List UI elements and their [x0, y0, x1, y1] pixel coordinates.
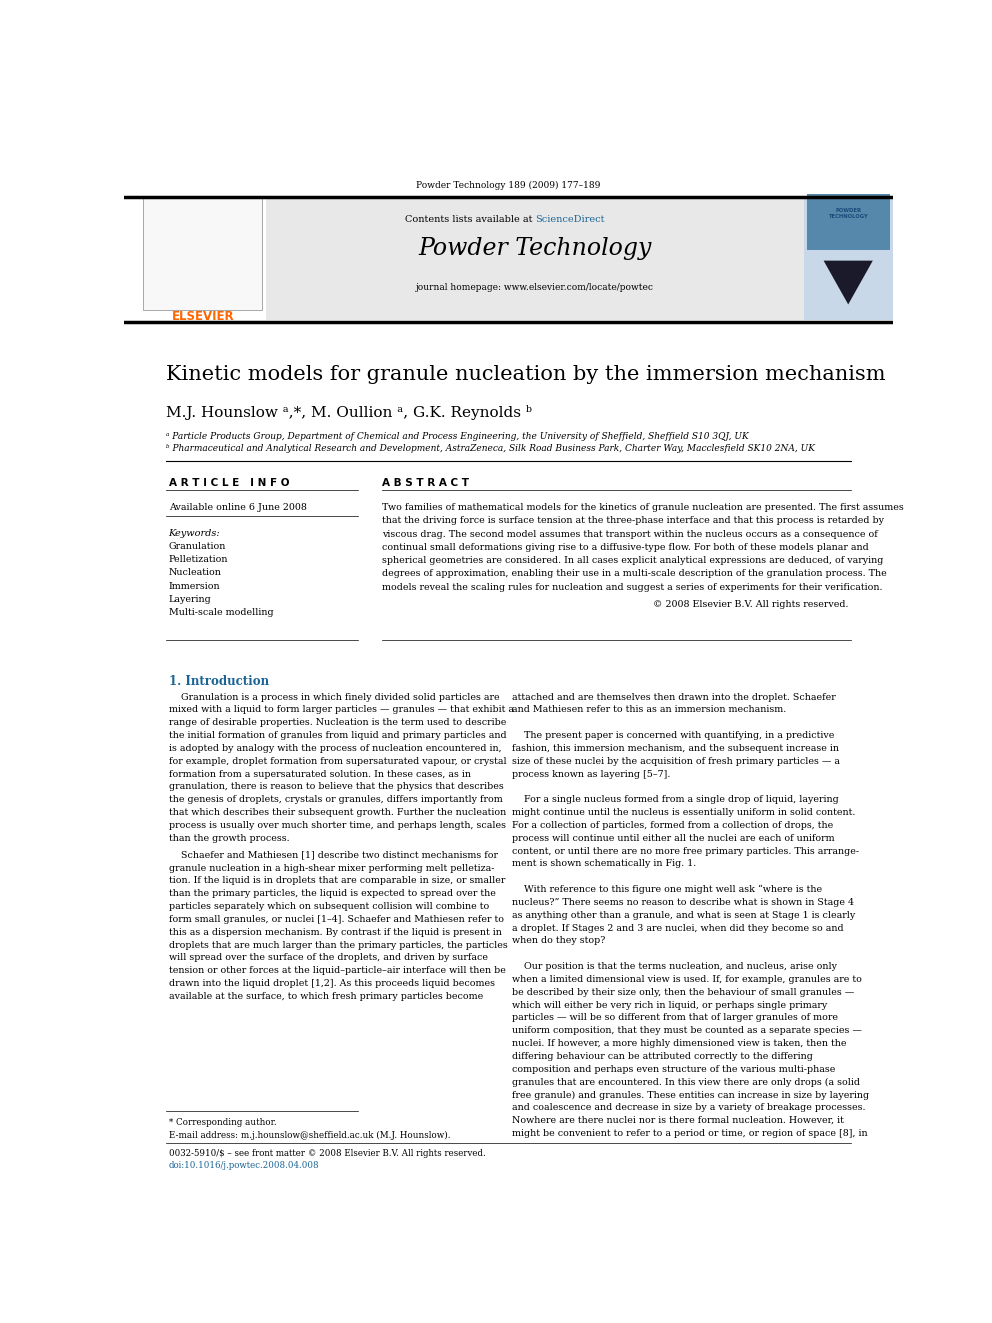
Text: doi:10.1016/j.powtec.2008.04.008: doi:10.1016/j.powtec.2008.04.008 [169, 1162, 319, 1170]
Text: Pelletization: Pelletization [169, 556, 228, 564]
Text: composition and perhaps even structure of the various multi-phase: composition and perhaps even structure o… [512, 1065, 835, 1074]
Text: A B S T R A C T: A B S T R A C T [382, 478, 468, 488]
Text: POWDER
TECHNOLOGY: POWDER TECHNOLOGY [828, 208, 868, 218]
Text: might continue until the nucleus is essentially uniform in solid content.: might continue until the nucleus is esse… [512, 808, 856, 818]
Text: A R T I C L E   I N F O: A R T I C L E I N F O [169, 478, 289, 488]
Text: granulation, there is reason to believe that the physics that describes: granulation, there is reason to believe … [169, 782, 503, 791]
Text: formation from a supersaturated solution. In these cases, as in: formation from a supersaturated solution… [169, 770, 470, 778]
Text: Our position is that the terms nucleation, and nucleus, arise only: Our position is that the terms nucleatio… [512, 962, 837, 971]
Text: that the driving force is surface tension at the three-phase interface and that : that the driving force is surface tensio… [382, 516, 884, 525]
Text: The present paper is concerned with quantifying, in a predictive: The present paper is concerned with quan… [512, 732, 834, 740]
Text: particles separately which on subsequent collision will combine to: particles separately which on subsequent… [169, 902, 489, 912]
Text: nucleus?” There seems no reason to describe what is shown in Stage 4: nucleus?” There seems no reason to descr… [512, 898, 854, 908]
Text: ELSEVIER: ELSEVIER [172, 310, 234, 323]
Text: viscous drag. The second model assumes that transport within the nucleus occurs : viscous drag. The second model assumes t… [382, 529, 877, 538]
Text: Layering: Layering [169, 595, 211, 603]
Text: for example, droplet formation from supersaturated vapour, or crystal: for example, droplet formation from supe… [169, 757, 506, 766]
FancyBboxPatch shape [806, 194, 891, 250]
Text: Two families of mathematical models for the kinetics of granule nucleation are p: Two families of mathematical models for … [382, 503, 904, 512]
Text: Multi-scale modelling: Multi-scale modelling [169, 609, 273, 617]
Text: form small granules, or nuclei [1–4]. Schaefer and Mathiesen refer to: form small granules, or nuclei [1–4]. Sc… [169, 914, 504, 923]
Text: Granulation is a process in which finely divided solid particles are: Granulation is a process in which finely… [169, 692, 499, 701]
Text: uniform composition, that they must be counted as a separate species —: uniform composition, that they must be c… [512, 1027, 862, 1036]
Text: E-mail address: m.j.hounslow@sheffield.ac.uk (M.J. Hounslow).: E-mail address: m.j.hounslow@sheffield.a… [169, 1131, 450, 1139]
Text: Contents lists available at: Contents lists available at [405, 214, 536, 224]
Text: ScienceDirect: ScienceDirect [536, 214, 605, 224]
Text: degrees of approximation, enabling their use in a multi-scale description of the: degrees of approximation, enabling their… [382, 569, 886, 578]
Text: range of desirable properties. Nucleation is the term used to describe: range of desirable properties. Nucleatio… [169, 718, 506, 728]
Text: tension or other forces at the liquid–particle–air interface will then be: tension or other forces at the liquid–pa… [169, 966, 506, 975]
Text: might be convenient to refer to a period or time, or region of space [8], in: might be convenient to refer to a period… [512, 1129, 868, 1138]
Text: Granulation: Granulation [169, 542, 226, 550]
Text: Nowhere are there nuclei nor is there formal nucleation. However, it: Nowhere are there nuclei nor is there fo… [512, 1117, 844, 1125]
Text: process known as layering [5–7].: process known as layering [5–7]. [512, 770, 671, 778]
Text: fashion, this immersion mechanism, and the subsequent increase in: fashion, this immersion mechanism, and t… [512, 744, 839, 753]
Text: Nucleation: Nucleation [169, 569, 221, 577]
Text: 1. Introduction: 1. Introduction [169, 675, 269, 688]
Text: be described by their size only, then the behaviour of small granules —: be described by their size only, then th… [512, 988, 854, 996]
Text: process will continue until either all the nuclei are each of uniform: process will continue until either all t… [512, 833, 835, 843]
Text: ᵇ Pharmaceutical and Analytical Research and Development, AstraZeneca, Silk Road: ᵇ Pharmaceutical and Analytical Research… [167, 445, 815, 452]
Text: granule nucleation in a high-shear mixer performing melt pelletiza-: granule nucleation in a high-shear mixer… [169, 864, 494, 872]
Text: Powder Technology 189 (2009) 177–189: Powder Technology 189 (2009) 177–189 [417, 181, 600, 191]
Text: ᵃ Particle Products Group, Department of Chemical and Process Engineering, the U: ᵃ Particle Products Group, Department of… [167, 431, 749, 441]
Text: 0032-5910/$ – see front matter © 2008 Elsevier B.V. All rights reserved.: 0032-5910/$ – see front matter © 2008 El… [169, 1148, 485, 1158]
Text: will spread over the surface of the droplets, and driven by surface: will spread over the surface of the drop… [169, 954, 488, 962]
Text: content, or until there are no more free primary particles. This arrange-: content, or until there are no more free… [512, 847, 859, 856]
Text: Keywords:: Keywords: [169, 529, 220, 537]
Text: journal homepage: www.elsevier.com/locate/powtec: journal homepage: www.elsevier.com/locat… [417, 283, 655, 292]
Text: spherical geometries are considered. In all cases explicit analytical expression: spherical geometries are considered. In … [382, 556, 883, 565]
Text: For a single nucleus formed from a single drop of liquid, layering: For a single nucleus formed from a singl… [512, 795, 839, 804]
Text: than the growth process.: than the growth process. [169, 833, 290, 843]
Text: Available online 6 June 2008: Available online 6 June 2008 [169, 503, 307, 512]
Text: free granule) and granules. These entities can increase in size by layering: free granule) and granules. These entiti… [512, 1090, 869, 1099]
Text: For a collection of particles, formed from a collection of drops, the: For a collection of particles, formed fr… [512, 820, 833, 830]
Polygon shape [823, 261, 873, 304]
Text: and coalescence and decrease in size by a variety of breakage processes.: and coalescence and decrease in size by … [512, 1103, 866, 1113]
Text: a droplet. If Stages 2 and 3 are nuclei, when did they become so and: a droplet. If Stages 2 and 3 are nuclei,… [512, 923, 844, 933]
Text: nuclei. If however, a more highly dimensioned view is taken, then the: nuclei. If however, a more highly dimens… [512, 1039, 847, 1048]
Text: * Corresponding author.: * Corresponding author. [169, 1118, 276, 1127]
Text: that which describes their subsequent growth. Further the nucleation: that which describes their subsequent gr… [169, 808, 506, 818]
Text: attached and are themselves then drawn into the droplet. Schaefer: attached and are themselves then drawn i… [512, 692, 836, 701]
Text: With reference to this figure one might well ask “where is the: With reference to this figure one might … [512, 885, 822, 894]
Text: and Mathiesen refer to this as an immersion mechanism.: and Mathiesen refer to this as an immers… [512, 705, 787, 714]
FancyBboxPatch shape [805, 197, 893, 320]
Text: is adopted by analogy with the process of nucleation encountered in,: is adopted by analogy with the process o… [169, 744, 501, 753]
Text: particles — will be so different from that of larger granules of more: particles — will be so different from th… [512, 1013, 838, 1023]
Text: models reveal the scaling rules for nucleation and suggest a series of experimen: models reveal the scaling rules for nucl… [382, 582, 882, 591]
Text: than the primary particles, the liquid is expected to spread over the: than the primary particles, the liquid i… [169, 889, 495, 898]
Text: M.J. Hounslow ᵃ,*, M. Oullion ᵃ, G.K. Reynolds ᵇ: M.J. Hounslow ᵃ,*, M. Oullion ᵃ, G.K. Re… [167, 405, 533, 421]
Text: drawn into the liquid droplet [1,2]. As this proceeds liquid becomes: drawn into the liquid droplet [1,2]. As … [169, 979, 495, 988]
Text: © 2008 Elsevier B.V. All rights reserved.: © 2008 Elsevier B.V. All rights reserved… [653, 599, 848, 609]
Text: granules that are encountered. In this view there are only drops (a solid: granules that are encountered. In this v… [512, 1078, 860, 1086]
Text: continual small deformations giving rise to a diffusive-type flow. For both of t: continual small deformations giving rise… [382, 542, 868, 552]
FancyBboxPatch shape [143, 197, 262, 310]
Text: mixed with a liquid to form larger particles — granules — that exhibit a: mixed with a liquid to form larger parti… [169, 705, 514, 714]
Text: available at the surface, to which fresh primary particles become: available at the surface, to which fresh… [169, 992, 483, 1002]
Text: this as a dispersion mechanism. By contrast if the liquid is present in: this as a dispersion mechanism. By contr… [169, 927, 502, 937]
Text: when do they stop?: when do they stop? [512, 937, 606, 946]
Text: ment is shown schematically in Fig. 1.: ment is shown schematically in Fig. 1. [512, 860, 696, 868]
Text: Kinetic models for granule nucleation by the immersion mechanism: Kinetic models for granule nucleation by… [167, 365, 886, 384]
Text: process is usually over much shorter time, and perhaps length, scales: process is usually over much shorter tim… [169, 820, 506, 830]
Text: Immersion: Immersion [169, 582, 220, 590]
Text: size of these nuclei by the acquisition of fresh primary particles — a: size of these nuclei by the acquisition … [512, 757, 840, 766]
Text: tion. If the liquid is in droplets that are comparable in size, or smaller: tion. If the liquid is in droplets that … [169, 876, 505, 885]
Text: the initial formation of granules from liquid and primary particles and: the initial formation of granules from l… [169, 732, 506, 740]
Text: when a limited dimensional view is used. If, for example, granules are to: when a limited dimensional view is used.… [512, 975, 862, 984]
Text: Powder Technology: Powder Technology [419, 237, 652, 261]
Text: differing behaviour can be attributed correctly to the differing: differing behaviour can be attributed co… [512, 1052, 813, 1061]
Text: which will either be very rich in liquid, or perhaps single primary: which will either be very rich in liquid… [512, 1000, 827, 1009]
FancyBboxPatch shape [266, 197, 805, 320]
Text: the genesis of droplets, crystals or granules, differs importantly from: the genesis of droplets, crystals or gra… [169, 795, 502, 804]
Text: droplets that are much larger than the primary particles, the particles: droplets that are much larger than the p… [169, 941, 507, 950]
Text: Schaefer and Mathiesen [1] describe two distinct mechanisms for: Schaefer and Mathiesen [1] describe two … [169, 851, 498, 860]
Text: as anything other than a granule, and what is seen at Stage 1 is clearly: as anything other than a granule, and wh… [512, 910, 855, 919]
